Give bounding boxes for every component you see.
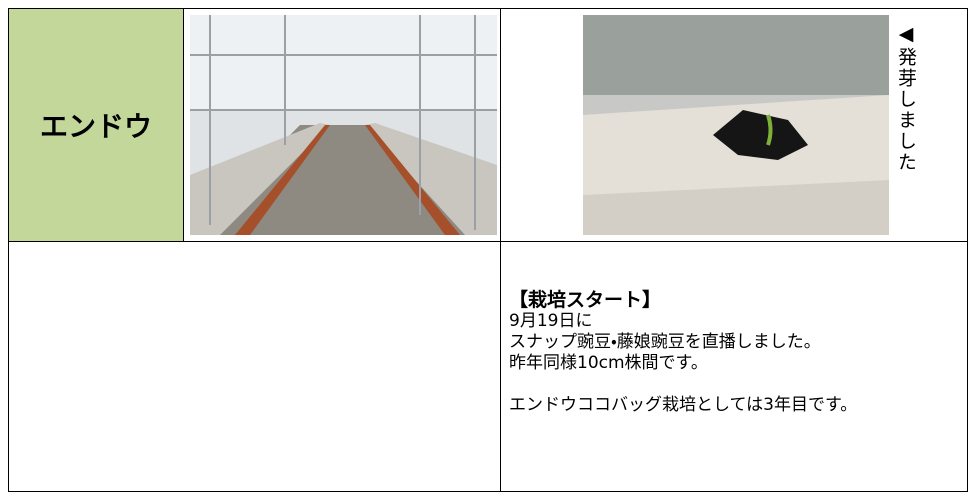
- photo-cell: [184, 9, 501, 241]
- notes-line: 昨年同様10cm株間です。: [509, 353, 708, 373]
- notes-line: 9月19日に: [509, 311, 593, 331]
- notes-heading: 【栽培スタート】: [509, 289, 662, 311]
- notes-line: スナップ豌豆・藤娘豌豆を直播しました。: [509, 332, 821, 352]
- photo-caption: ◀発芽しました: [895, 23, 917, 173]
- table: エンドウ ◀発芽しました 【栽培スタート】: [8, 8, 968, 492]
- photo-cell: ◀発芽しました: [501, 9, 967, 241]
- notes-cell: 【栽培スタート】 9月19日に スナップ豌豆・藤娘豌豆を直播しました。 昨年同様10…: [501, 241, 967, 491]
- crop-name: エンドウ: [9, 9, 184, 241]
- notes-line: エンドウココバッグ栽培としては3年目です。: [509, 395, 858, 415]
- sprout-photo: [583, 15, 889, 235]
- greenhouse-photo: [190, 15, 497, 235]
- empty-cell: [9, 241, 501, 491]
